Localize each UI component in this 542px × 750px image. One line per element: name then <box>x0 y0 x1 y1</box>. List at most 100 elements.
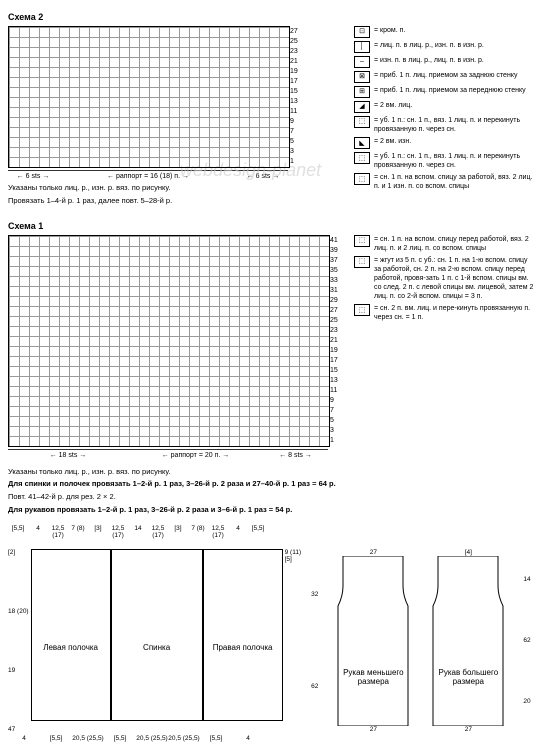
chart2-note-0: Указаны только лиц. р., изн. р. вяз. по … <box>8 467 534 477</box>
row-num: 11 <box>290 107 298 117</box>
sleeve-side-dims: 146220 <box>523 549 530 733</box>
row-num: 15 <box>290 87 298 97</box>
chart1-title: Схема 2 <box>8 12 534 22</box>
row-num: 3 <box>330 426 338 436</box>
chart2-bottom: 18 sts раппорт = 20 п. 8 sts <box>8 449 346 459</box>
dim: 47 <box>8 726 29 733</box>
legend-item: ◣= 2 вм. изн. <box>354 137 534 149</box>
dim: 20,5 (25,5) <box>168 735 200 742</box>
row-num: 27 <box>290 27 298 37</box>
legend-symbol: │ <box>354 41 370 53</box>
legend-symbol: ⊡ <box>354 26 370 38</box>
chart2-row: 4139373533312927252321191715131197531 18… <box>8 235 534 459</box>
chart1-grid <box>8 26 290 168</box>
row-num: 25 <box>290 37 298 47</box>
row-num: 5 <box>290 137 298 147</box>
row-num: 37 <box>330 256 338 266</box>
piece-label: Правая полочка <box>204 643 282 652</box>
dim: 62 <box>311 683 318 690</box>
legend-symbol: ⬚ <box>354 256 370 268</box>
sleeve-left-dims: 32 62 <box>311 549 318 733</box>
dim: 20,5 (25,5) <box>72 735 104 742</box>
row-num: 9 <box>290 117 298 127</box>
chart1-area: 27252321191715131197531 6 sts раппорт = … <box>8 26 346 209</box>
legend-text: = сн. 2 п. вм. лиц. и пере-кинуть провяз… <box>374 304 534 322</box>
legend-symbol: ⊞ <box>354 86 370 98</box>
schematic-top-dims: [5,5]412,5 (17)7 (8)[3]12,5 (17)1412,5 (… <box>8 525 534 539</box>
legend-symbol: ⬚ <box>354 152 370 164</box>
row-num: 13 <box>330 376 338 386</box>
dim: 7 (8) <box>188 525 208 539</box>
legend-item: ⊞= приб. 1 п. лиц. приемом за переднюю с… <box>354 86 534 98</box>
row-num: 21 <box>290 57 298 67</box>
chart2-title: Схема 1 <box>8 221 534 231</box>
chart1-bottom: 6 sts раппорт = 16 (18) п. 6 sts <box>8 170 346 180</box>
row-num: 27 <box>330 306 338 316</box>
piece-label: Рукав большего размера <box>428 668 508 686</box>
legend-item: ⬚ = сн. 2 п. вм. лиц. и пере-кинуть провя… <box>354 304 534 322</box>
dim: 19 <box>8 667 29 674</box>
piece-label: Левая полочка <box>32 643 110 652</box>
sleeves-group: 3262 27Рукав меньшего размера27[4]Рукав … <box>311 549 530 733</box>
sleeve-wrap: [4]Рукав большего размера27 <box>428 549 508 733</box>
legend-symbol: ◢ <box>354 101 370 113</box>
legend-item: ⬚ = уб. 1 п.: сн. 1 п., вяз. 1 лиц. п. и … <box>354 152 534 170</box>
dim: 4 <box>8 735 40 742</box>
chart2-area: 4139373533312927252321191715131197531 18… <box>8 235 346 459</box>
body-piece: Спинка <box>111 549 203 721</box>
right-dims: 9 (11)[5] <box>283 549 302 733</box>
row-num: 23 <box>330 326 338 336</box>
body-piece: Правая полочка <box>203 549 283 721</box>
piece-label: Рукав меньшего размера <box>333 668 413 686</box>
sleeve-piece: Рукав большего размера <box>428 556 508 726</box>
legend-2: ⬚= сн. 1 п. на вспом. спицу перед работо… <box>354 235 534 459</box>
dim: 32 <box>311 591 318 598</box>
sleeves: 27Рукав меньшего размера27[4]Рукав больш… <box>333 549 508 733</box>
dim: [3] <box>88 525 108 539</box>
chart1-row-labels: 27252321191715131197531 <box>290 26 298 168</box>
sleeve-wrap: 27Рукав меньшего размера27 <box>333 549 413 733</box>
piece-label: Спинка <box>112 643 202 652</box>
chart-section: 6 sts <box>238 170 288 180</box>
dim: 18 (20) <box>8 608 29 615</box>
legend-item: ⊡= кром. п. <box>354 26 534 38</box>
left-dims: [2]18 (20)1947 <box>8 549 31 733</box>
row-num: 25 <box>330 316 338 326</box>
legend-1: ⊡= кром. п.│= лиц. п. в лиц. р., изн. п.… <box>354 26 534 209</box>
row-num: 19 <box>290 67 298 77</box>
row-num: 39 <box>330 246 338 256</box>
legend-item: ⬚= уб. 1 п.: сн. 1 п., вяз. 1 лиц. п. и … <box>354 116 534 134</box>
legend-symbol: ⬚ <box>354 304 370 316</box>
row-num: 5 <box>330 416 338 426</box>
dim: 27 <box>428 726 508 733</box>
dim: [5,5] <box>8 525 28 539</box>
dim: 27 <box>333 549 413 556</box>
legend-symbol: ⊠ <box>354 71 370 83</box>
legend-symbol: ⬚ <box>354 173 370 185</box>
dim: [3] <box>168 525 188 539</box>
legend-symbol: – <box>354 56 370 68</box>
chart-section: 6 sts <box>8 170 58 180</box>
row-num: 17 <box>330 356 338 366</box>
row-num: 13 <box>290 97 298 107</box>
legend-text: = 2 вм. лиц. <box>374 101 412 113</box>
body-piece: Левая полочка <box>31 549 111 721</box>
row-num: 15 <box>330 366 338 376</box>
row-num: 19 <box>330 346 338 356</box>
dim: 7 (8) <box>68 525 88 539</box>
chart1-note-1: Провязать 1–4-й р. 1 раз, далее повт. 5–… <box>8 196 346 206</box>
legend-text: = уб. 1 п.: сн. 1 п., вяз. 1 лиц. п. и п… <box>374 116 534 134</box>
row-num: 41 <box>330 236 338 246</box>
row-num: 7 <box>290 127 298 137</box>
dim: 14 <box>523 576 530 583</box>
chart2-grid <box>8 235 330 447</box>
dim: 12,5 (17) <box>208 525 228 539</box>
dim: 62 <box>523 637 530 644</box>
dim: 12,5 (17) <box>108 525 128 539</box>
row-num: 21 <box>330 336 338 346</box>
chart1-note-0: Указаны только лиц. р., изн. р. вяз. по … <box>8 183 346 193</box>
legend-text: = изн. п. в лиц. р., лиц. п. в изн. р. <box>374 56 484 68</box>
dim: [5,5] <box>248 525 268 539</box>
legend-text: = уб. 1 п.: сн. 1 п., вяз. 1 лиц. п. и п… <box>374 152 534 170</box>
chart-section: 8 sts <box>263 449 328 459</box>
